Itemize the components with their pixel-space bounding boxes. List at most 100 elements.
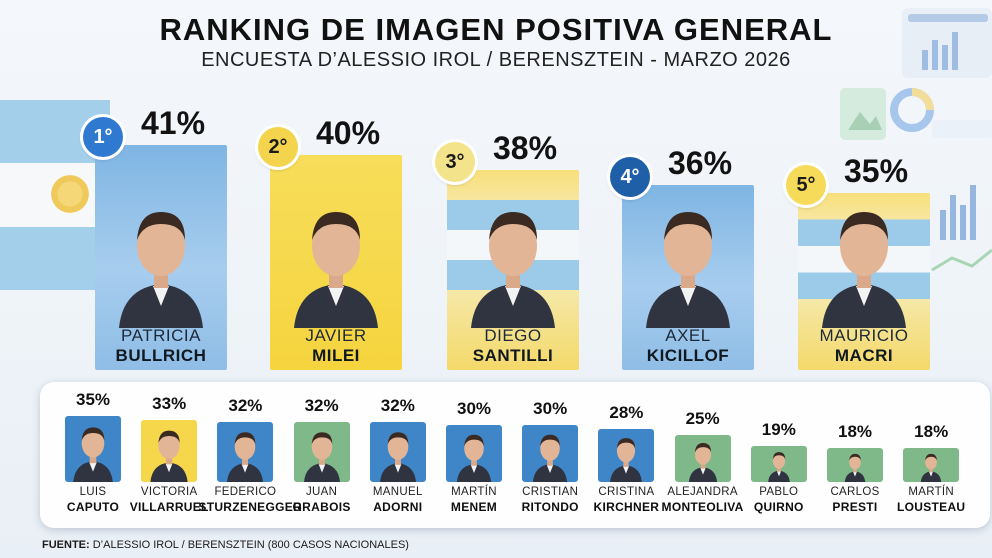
item-last-name: MONTEOLIVA	[661, 500, 744, 514]
rank-medal: 1°	[83, 117, 123, 157]
item-percentage: 18%	[914, 422, 949, 441]
source-footer: FUENTE: D’ALESSIO IROL / BERENSZTEIN (80…	[42, 539, 409, 551]
rank-percentage: 41%	[141, 105, 206, 141]
item-percentage: 19%	[761, 420, 796, 439]
item-percentage: 30%	[456, 399, 492, 418]
top-rank-card: DIEGO SANTILLI	[447, 170, 579, 370]
candidate-last-name: MACRI	[834, 346, 894, 365]
portrait-photo	[303, 432, 340, 482]
item-first-name: CARLOS	[830, 486, 880, 498]
source-text: D’ALESSIO IROL / BERENSZTEIN (800 CASOS …	[92, 539, 409, 551]
candidate-last-name: MILEI	[312, 346, 360, 365]
secondary-rank-item: 32% FEDERICO STURZENEGGER	[198, 382, 301, 528]
item-photo-bar	[750, 446, 807, 482]
portrait-photo	[822, 212, 906, 328]
item-photo-bar	[522, 425, 579, 482]
candidate-first-name: JAVIER	[305, 326, 367, 345]
candidate-first-name: MAURICIO	[819, 326, 909, 345]
candidate-first-name: AXEL	[665, 326, 711, 345]
rank-percentage: 35%	[844, 153, 909, 189]
item-photo-bar	[141, 420, 198, 482]
portrait-photo	[227, 432, 264, 482]
item-first-name: CRISTINA	[598, 486, 655, 498]
portrait-photo	[844, 453, 866, 482]
item-photo-bar	[674, 435, 731, 482]
rank-medal: 5°	[786, 165, 826, 205]
item-first-name: VICTORIA	[140, 486, 198, 498]
secondary-rank-item: 30% CRISTIAN RITONDO	[513, 382, 587, 528]
page-subtitle: ENCUESTA D’ALESSIO IROL / BERENSZTEIN - …	[201, 49, 791, 71]
item-last-name: STURZENEGGER	[198, 500, 302, 514]
secondary-rank-item: 32% JUAN GRABOIS	[285, 382, 359, 528]
top-rank-card: MAURICIO MACRI	[798, 193, 930, 370]
item-first-name: FEDERICO	[214, 486, 277, 498]
item-percentage: 28%	[609, 403, 644, 422]
item-first-name: MARTÍN	[451, 486, 497, 498]
item-last-name: LOUSTEAU	[896, 500, 966, 514]
argentina-flag-decoration	[0, 100, 110, 290]
portrait-photo	[920, 453, 942, 482]
item-last-name: MENEM	[450, 500, 498, 514]
top-rank-card: PATRICIA BULLRICH	[95, 145, 227, 370]
item-last-name: KIRCHNER	[593, 500, 660, 514]
candidate-photo	[463, 188, 563, 328]
portrait-photo	[456, 434, 492, 482]
rank-percentage: 38%	[493, 130, 558, 166]
item-last-name: ADORNI	[373, 500, 423, 514]
portrait-photo	[646, 212, 730, 328]
item-first-name: PABLO	[759, 486, 799, 498]
rank-percentage: 40%	[316, 115, 381, 151]
portrait-photo	[688, 443, 717, 482]
item-last-name: PRESTI	[832, 500, 878, 514]
rank-medal: 3°	[435, 142, 475, 182]
item-last-name: CAPUTO	[66, 500, 120, 514]
item-percentage: 25%	[685, 409, 720, 428]
candidate-last-name: SANTILLI	[472, 346, 554, 365]
secondary-rank-item: 30% MARTÍN MENEM	[437, 382, 511, 528]
item-photo-bar	[217, 422, 274, 482]
candidate-first-name: PATRICIA	[121, 326, 201, 345]
candidate-last-name: KICILLOF	[646, 346, 730, 365]
item-photo-bar	[903, 448, 960, 482]
top-rank-card: JAVIER MILEI	[270, 155, 402, 370]
candidate-last-name: BULLRICH	[115, 346, 207, 365]
secondary-ranking-panel: 35% LUIS CAPUTO 33% VICTORIA VILLARRUEL 32% FED…	[40, 382, 990, 528]
item-percentage: 32%	[228, 396, 263, 415]
portrait-photo	[471, 212, 555, 328]
item-percentage: 33%	[152, 394, 187, 413]
portrait-photo	[73, 427, 113, 482]
secondary-rank-item: 18% CARLOS PRESTI	[818, 382, 892, 528]
sun-of-may-icon	[48, 172, 92, 216]
item-photo-bar	[65, 416, 121, 482]
item-percentage: 32%	[380, 396, 415, 415]
top-rank-card: AXEL KICILLOF	[622, 185, 754, 370]
item-photo-bar	[446, 425, 502, 482]
portrait-photo	[294, 212, 378, 328]
secondary-rank-item: 25% ALEJANDRA MONTEOLIVA	[662, 382, 744, 528]
secondary-rank-item: 33% VICTORIA VILLARRUEL	[130, 382, 209, 528]
item-first-name: MARTÍN	[908, 486, 955, 498]
portrait-photo	[533, 434, 568, 482]
item-percentage: 30%	[533, 399, 568, 418]
candidate-photo	[814, 188, 914, 328]
candidate-photo	[638, 188, 738, 328]
portrait-photo	[767, 452, 790, 482]
portrait-photo	[119, 212, 203, 328]
item-percentage: 35%	[75, 390, 111, 409]
item-photo-bar	[827, 448, 883, 482]
item-first-name: MANUEL	[372, 486, 423, 498]
rank-medal: 4°	[610, 157, 650, 197]
candidate-first-name: DIEGO	[484, 326, 542, 345]
item-last-name: VILLARRUEL	[129, 500, 209, 514]
analytics-dashboard-decoration	[840, 8, 992, 272]
item-first-name: LUIS	[79, 486, 107, 498]
item-last-name: GRABOIS	[292, 500, 351, 514]
secondary-rank-item: 32% MANUEL ADORNI	[361, 382, 435, 528]
portrait-photo	[610, 438, 643, 482]
item-photo-bar	[598, 429, 655, 482]
rank-percentage: 36%	[668, 145, 733, 181]
item-photo-bar	[369, 422, 426, 482]
page-title: RANKING DE IMAGEN POSITIVA GENERAL	[159, 12, 833, 47]
item-first-name: CRISTIAN	[522, 486, 579, 498]
source-label: FUENTE:	[42, 539, 90, 551]
